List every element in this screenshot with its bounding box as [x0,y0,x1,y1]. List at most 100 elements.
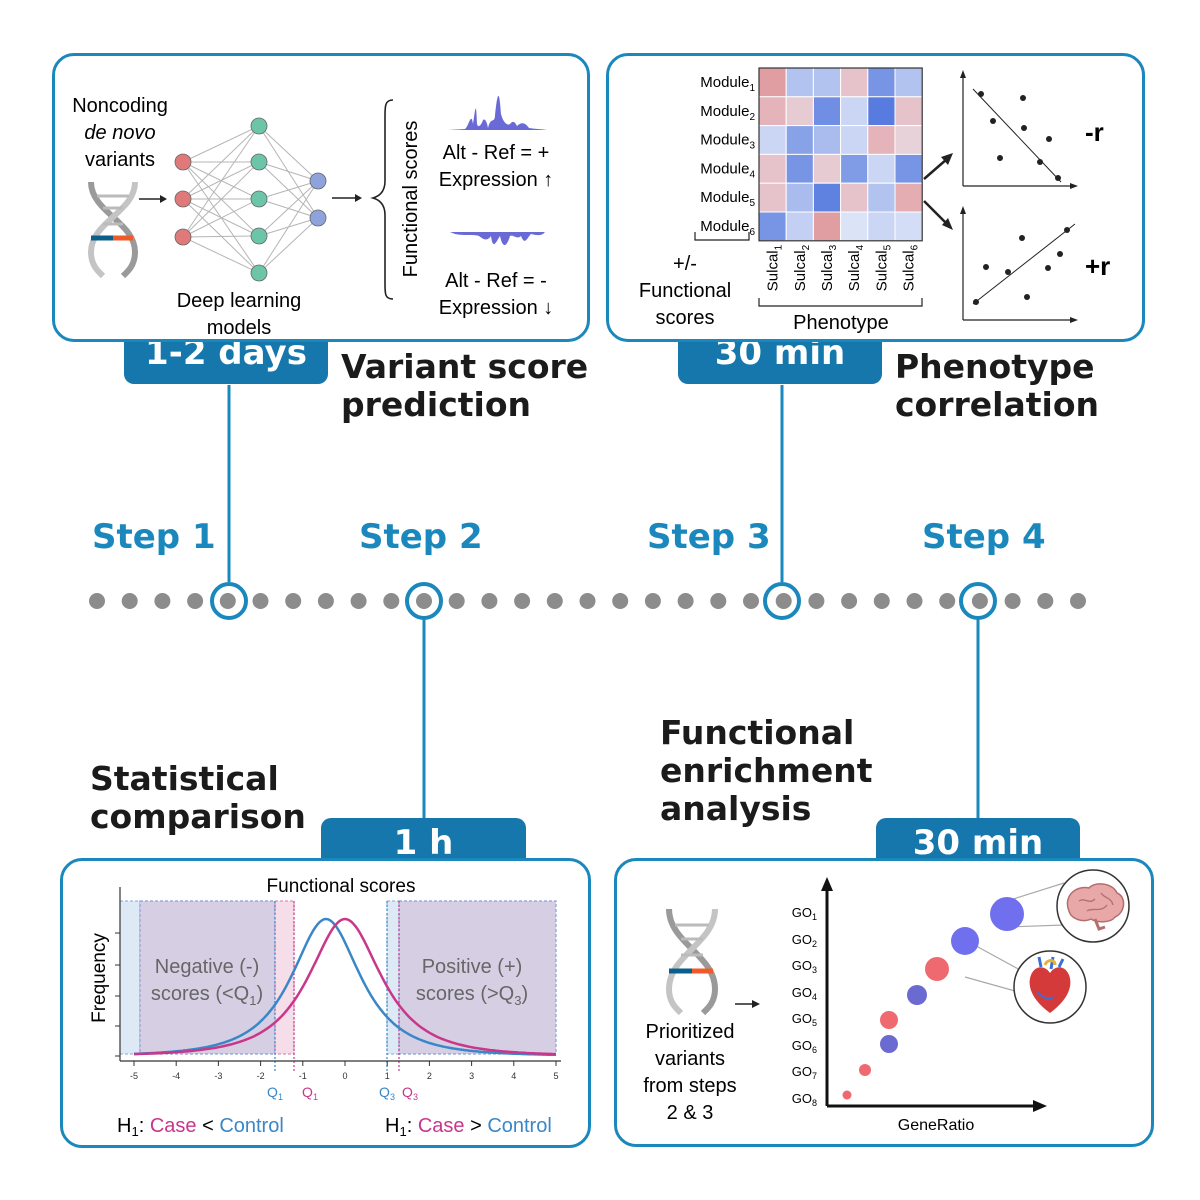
heatmap-cell [812,67,842,98]
control-curve [133,917,556,1057]
heatmap-cell [758,96,787,127]
timeline-dot [219,593,236,609]
timeline-dot [448,593,465,609]
timeline-dot [546,593,563,609]
panel-phenotype-correlation: Module1 Module2 Module3 Module4 Module5 Modul… [606,53,1145,342]
step4-title: Functional enrichment analysis [660,714,873,828]
neg-line-1: Negative (-) [155,956,259,978]
h1-right-case: Case [418,1115,465,1137]
heatmap-cell [894,182,923,213]
go-label: GO1 [792,905,817,922]
nn-edge [258,180,319,237]
step3-title-line-1: Phenotype [895,347,1095,386]
panel-variant-score-prediction: Noncoding de novo variants Deep learning… [52,53,590,342]
go-labels: GO1 GO2 GO3 GO4 GO5 GO6 GO7 GO8 [792,905,817,1108]
x-tick-label: -2 [257,1071,265,1081]
enrichment-bubble [925,957,949,981]
timeline-dot [743,593,759,609]
step2-title: Statistical comparison [90,760,306,836]
nn-node [250,190,268,208]
input-line-1: Noncoding [72,95,168,117]
functional-scores-vertical-label: Functional scores [400,121,422,278]
nn-node [250,117,268,135]
timeline-dot [775,593,792,609]
timeline-dot [808,593,825,609]
brain-icon [1056,869,1130,943]
x-axis-label: GeneRatio [898,1117,975,1134]
positive-correlation-plot [960,206,1078,323]
timeline-dot [841,593,858,609]
negative-density-curve [450,232,545,246]
step4-title-line-1: Functional [660,713,855,752]
timeline-dot [514,593,531,609]
variants-line-1: Prioritized [646,1021,735,1043]
heatmap-cell [785,182,814,213]
module-label: Module6 [700,218,755,238]
h1-left-colon: : [139,1115,150,1137]
heatmap-cell [758,153,787,184]
timeline-dot [416,593,432,609]
module-label: Module4 [700,160,755,180]
step3-label: Step 3 [647,517,771,557]
q1-control-label: Q1 [267,1084,283,1102]
marker-step4[interactable] [959,582,997,620]
step2-title-line-1: Statistical [90,759,279,798]
neg-sub: 1 [249,993,256,1008]
minus-line-1: Alt - Ref = - [445,270,547,292]
neg-line-2b: ) [256,983,263,1005]
x-tick-label: 0 [342,1071,347,1081]
nn-node [174,190,192,208]
sulcal-label: Sulcal6 [901,244,921,291]
heatmap-cell [894,153,923,184]
heatmap-cell [758,125,787,155]
heatmap-cell [840,125,869,155]
go-label: GO3 [792,958,817,975]
timeline-dot [1070,593,1086,609]
q1-control-sub: 1 [278,1092,283,1102]
panel-functional-enrichment: Prioritized variants from steps 2 & 3 GO… [614,858,1154,1147]
fs-line-2: Functional [639,280,731,302]
x-tick-label: -1 [299,1071,307,1081]
negative-r-label: -r [1085,117,1104,147]
x-tick-label: 4 [511,1071,516,1081]
heatmap-cell [785,153,814,184]
go-label: GO2 [792,932,817,949]
timeline-dot [873,593,890,609]
sulcal-label: Sulcal1 [765,244,785,291]
h1-left-control: Control [219,1115,283,1137]
module-label: Module5 [700,189,755,209]
enrichment-bubble [859,1064,871,1076]
y-ticks [115,932,120,1057]
marker-step3[interactable] [763,582,801,620]
heatmap-cell [867,125,896,155]
model-line-2: models [207,317,271,339]
fs-line-3: scores [656,307,715,329]
timeline-dot [252,593,269,609]
h1-right-control: Control [487,1115,551,1137]
enrichment-bubble [951,927,979,955]
dna-icon [87,181,139,279]
step3-title-line-2: correlation [895,385,1099,424]
x-tick-label: 3 [469,1071,474,1081]
marker-step2[interactable] [405,582,443,620]
nn-node [250,264,268,282]
nn-edge [182,161,260,200]
timeline-connectors [227,385,980,818]
plus-line-1: Alt - Ref = + [443,142,550,164]
marker-step1[interactable] [210,582,248,620]
nn-edge [182,198,260,238]
timeline-dot [677,593,694,609]
q1-control-letter: Q [267,1084,278,1100]
variants-line-2: variants [655,1048,725,1070]
sulcal-label: Sulcal4 [846,244,866,291]
sulcal-label: Sulcal2 [792,244,812,291]
nn-node [250,227,268,245]
pos-sub: 3 [514,993,521,1008]
pos-line-2a: scores (>Q [416,983,514,1005]
phenotype-correlation-diagram: Module1 Module2 Module3 Module4 Module5 Modul… [639,67,1110,334]
positive-r-label: +r [1085,251,1110,281]
heatmap-cell [785,96,814,127]
input-line-2: de novo [84,122,155,144]
heatmap-cell [867,211,896,242]
nn-edge [182,125,260,238]
